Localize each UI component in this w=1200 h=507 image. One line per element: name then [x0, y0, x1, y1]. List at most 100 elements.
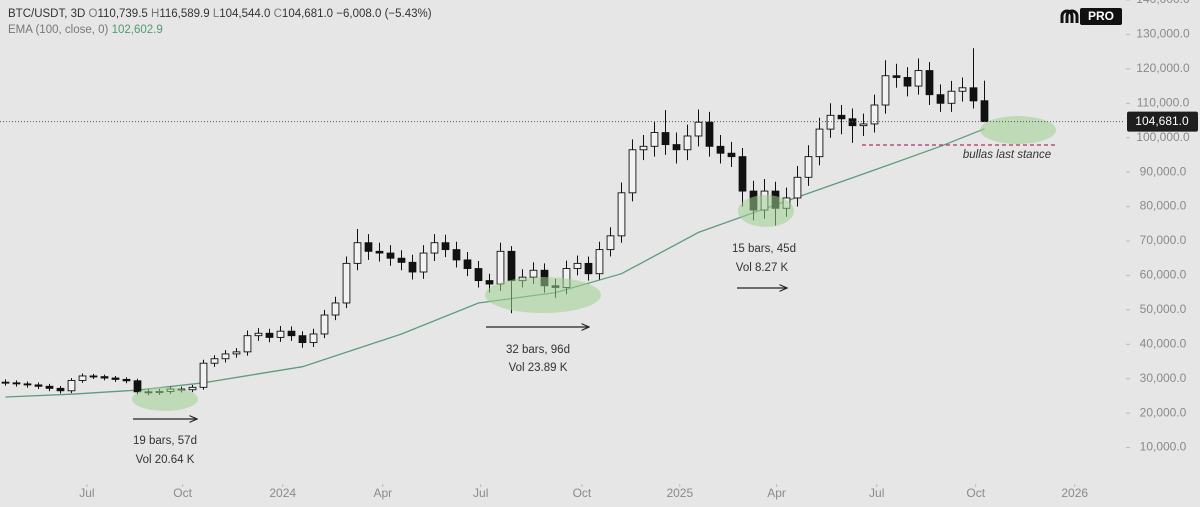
candle-body [914, 70, 923, 87]
candle-body [188, 386, 197, 391]
x-tick-label: Apr [373, 486, 392, 500]
ohlc-value: 110,739.5 [97, 8, 148, 20]
candle-body [45, 385, 54, 389]
candle-body [507, 250, 516, 282]
candle-body [925, 70, 934, 96]
candle-body [1, 381, 10, 384]
y-tick-label: 20,000.0 [1140, 405, 1187, 419]
symbol: BTC/USDT, 3D [8, 8, 86, 20]
x-tick-label: Jul [869, 486, 884, 500]
candle-body [738, 156, 747, 192]
ohlc-value: 116,589.9 [159, 8, 210, 20]
annotation: Vol 8.27 K [736, 262, 789, 274]
candle-body [221, 353, 230, 360]
candle-body [210, 358, 219, 364]
candle-body [353, 242, 362, 264]
ohlc-value: 104,681.0 [281, 8, 334, 20]
logo-badge [1080, 8, 1122, 25]
candle-body [331, 302, 340, 316]
candle-body [122, 378, 131, 382]
candle-body [254, 332, 263, 337]
candle-body [12, 382, 21, 385]
candle-body [386, 252, 395, 259]
y-tick-label: 70,000.0 [1140, 233, 1187, 247]
candle-body [89, 375, 98, 378]
candle-body [573, 262, 582, 269]
candle-body [133, 380, 142, 393]
y-tick-label: 60,000.0 [1140, 268, 1187, 282]
candle-body [705, 121, 714, 147]
highlights [132, 116, 1056, 419]
candle-body [881, 75, 890, 106]
candle-body [650, 132, 659, 147]
candle-body [309, 333, 318, 344]
candle-body [441, 242, 450, 251]
candle-body [265, 332, 274, 338]
candle-body [452, 249, 461, 261]
candle-body [474, 268, 483, 282]
candle-body [661, 132, 670, 146]
change: −6,008.0 (−5.43%) [336, 8, 432, 20]
candle-body [67, 379, 76, 392]
candle-body [672, 144, 681, 151]
y-tick-label: 110,000.0 [1137, 95, 1190, 109]
candle-body [111, 377, 120, 380]
highlight-ellipse [980, 116, 1056, 144]
price-label: 104,681.0 [1135, 114, 1189, 128]
candle-body [815, 128, 824, 158]
candle-body [56, 387, 65, 392]
candle-body [793, 176, 802, 199]
candle-body [232, 351, 241, 355]
x-tick-label: 2024 [269, 486, 296, 500]
plot-area [1, 48, 989, 398]
candle-body [100, 376, 109, 379]
candle-body [859, 123, 868, 127]
ohlc-values: O110,739.5 H116,589.9 L104,544.0 C104,68… [89, 8, 337, 20]
highlight-ellipse [738, 195, 794, 227]
candle-body [837, 114, 846, 120]
ohlc-label: C [273, 8, 282, 20]
candle-body [496, 250, 505, 285]
candle-body [287, 330, 296, 337]
ema-line [5, 128, 985, 398]
candle-body [628, 149, 637, 194]
candle-body [243, 335, 252, 353]
y-tick-label: 140,000.0 [1136, 0, 1190, 6]
x-tick-label: 2025 [666, 486, 693, 500]
candle-body [320, 314, 329, 335]
candle-body [969, 87, 978, 102]
candle-body [595, 249, 604, 275]
candle-body [870, 104, 879, 125]
annotation: 32 bars, 96d [506, 344, 570, 356]
candle-body [716, 145, 725, 154]
candle-body [34, 384, 43, 387]
y-tick-label: 100,000.0 [1136, 130, 1190, 144]
candle-body [694, 121, 703, 137]
logo-icon [1060, 9, 1079, 23]
y-tick-label: 10,000.0 [1140, 440, 1187, 454]
candle-body [892, 75, 901, 78]
highlight-ellipse [485, 277, 601, 313]
candle-body [430, 242, 439, 254]
price-label-box [1127, 111, 1198, 132]
ohlc-row: BTC/USDT, 3D O110,739.5 H116,589.9 L104,… [8, 6, 432, 22]
candle-body [397, 257, 406, 263]
candle-body [463, 259, 472, 269]
ema-label: EMA (100, close, 0) [8, 24, 109, 36]
candle-body [529, 269, 538, 278]
candle-body [298, 335, 307, 344]
candle-body [727, 152, 736, 158]
candle-body [848, 118, 857, 127]
candle-body [683, 135, 692, 151]
candle-body [826, 114, 835, 130]
y-tick-label: 30,000.0 [1140, 371, 1187, 385]
candle-body [485, 280, 494, 285]
logo-text: PRO [1088, 9, 1114, 23]
x-tick-label: Jul [473, 486, 488, 500]
y-tick-label: 130,000.0 [1136, 27, 1190, 41]
candle-body [936, 94, 945, 104]
highlight-ellipse [132, 387, 198, 411]
x-tick-label: 2026 [1061, 486, 1088, 500]
